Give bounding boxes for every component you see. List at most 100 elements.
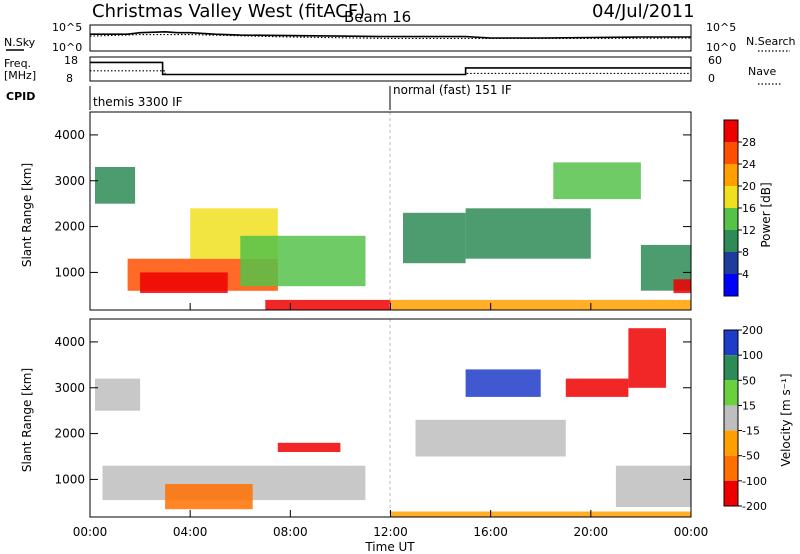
y-tick-label-2: 3000 xyxy=(54,381,85,395)
nsearch-tick-high: 10^5 xyxy=(706,21,736,34)
velocity-colorbar-tick-label-2: 50 xyxy=(742,374,756,387)
power-colorbar-tick-label-2: 12 xyxy=(742,224,756,237)
y-tick-label-0: 1000 xyxy=(54,472,85,486)
power-colorbar: 4 8 12 16 20 24 28 xyxy=(723,119,756,297)
velocity-colorbar-swatch-0 xyxy=(724,330,738,356)
power-colorbar-tick-label-4: 20 xyxy=(742,180,756,193)
x-tick-label-1: 04:00 xyxy=(173,525,208,539)
velocity-data-layer xyxy=(95,328,691,517)
power-colorbar-tick-label-6: 28 xyxy=(742,136,756,149)
freq-tick-high: 18 xyxy=(64,54,78,67)
velocity-colorbar-tick-label-6: -100 xyxy=(742,475,767,488)
x-tick-label-5: 20:00 xyxy=(574,525,609,539)
y-tick-label-0: 1000 xyxy=(54,265,85,279)
scatter-region-8 xyxy=(628,328,666,388)
freq-tick-low: 8 xyxy=(66,72,73,85)
scatter-region-9 xyxy=(553,162,641,200)
power-colorbar-swatch-6 xyxy=(724,142,738,164)
velocity-colorbar-swatch-6 xyxy=(724,480,738,506)
x-tick-label-6: 00:00 xyxy=(674,525,709,539)
x-tick-label-4: 16:00 xyxy=(473,525,508,539)
power-colorbar-tick-label-0: 4 xyxy=(742,268,749,281)
scatter-region-6 xyxy=(465,369,541,397)
series-line-nsearch xyxy=(89,34,692,40)
scatter-region-7 xyxy=(403,212,466,264)
station-title: Christmas Valley West (fitACF) xyxy=(92,1,365,22)
power-colorbar-swatch-4 xyxy=(724,186,738,208)
scatter-region-0 xyxy=(95,378,141,411)
scatter-region-9 xyxy=(615,465,691,507)
y-tick-label-1: 2000 xyxy=(54,427,85,441)
power-data-layer xyxy=(95,162,691,310)
nsky-label: N.Sky xyxy=(4,36,36,49)
time-axis-label: Time UT xyxy=(364,540,415,554)
x-tick-label-0: 00:00 xyxy=(73,525,108,539)
velocity-colorbar-label: Velocity [m s⁻¹] xyxy=(779,373,793,466)
scatter-region-5 xyxy=(265,299,391,310)
velocity-colorbar-swatch-3 xyxy=(724,405,738,431)
scatter-region-2 xyxy=(165,484,253,510)
series-line-freq xyxy=(90,61,691,76)
power-colorbar-swatch-3 xyxy=(724,208,738,230)
y-tick-label-3: 4000 xyxy=(54,128,85,142)
scatter-region-0 xyxy=(95,167,136,204)
scatter-region-8 xyxy=(465,208,591,259)
velocity-colorbar-tick-label-3: 15 xyxy=(742,399,756,412)
velocity-axes: 1000 2000 3000 4000 xyxy=(54,335,691,486)
nsky-tick-high: 10^5 xyxy=(52,21,82,34)
nave-tick-high: 60 xyxy=(708,54,722,67)
freq-series-group xyxy=(90,61,691,76)
velocity-colorbar-swatch-2 xyxy=(724,380,738,406)
date-title: 04/Jul/2011 xyxy=(592,1,695,22)
velocity-colorbar-tick-label-5: -50 xyxy=(742,450,760,463)
velocity-colorbar-swatch-4 xyxy=(724,430,738,456)
velocity-colorbar-frame xyxy=(723,329,739,507)
nsky-series-group xyxy=(89,30,692,40)
velocity-colorbar-tick-label-4: -15 xyxy=(742,425,760,438)
nsky-panel-frame xyxy=(89,24,692,52)
nave-label: Nave xyxy=(748,65,776,78)
power-colorbar-swatch-2 xyxy=(724,230,738,252)
power-colorbar-swatch-1 xyxy=(724,252,738,274)
cpid-segment-1: normal (fast) 151 IF xyxy=(393,83,512,97)
scatter-region-5 xyxy=(415,419,566,457)
velocity-colorbar-tick-label-7: -200 xyxy=(742,500,767,513)
freq-unit: [MHz] xyxy=(4,69,36,82)
velocity-colorbar-swatch-1 xyxy=(724,355,738,381)
cpid-segment-0: themis 3300 IF xyxy=(93,95,183,109)
velocity-ylabel: Slant Range [km] xyxy=(20,368,34,472)
nave-tick-low: 0 xyxy=(708,72,715,85)
scatter-region-3 xyxy=(277,442,341,452)
power-colorbar-tick-label-5: 24 xyxy=(742,158,756,171)
power-colorbar-tick-label-3: 16 xyxy=(742,202,756,215)
power-ylabel: Slant Range [km] xyxy=(20,163,34,267)
series-line-nsky xyxy=(90,30,691,39)
power-axes: 1000 2000 3000 4000 xyxy=(54,128,691,279)
scatter-region-11 xyxy=(673,279,691,294)
scatter-region-7 xyxy=(565,378,629,397)
velocity-colorbar-tick-label-0: 200 xyxy=(742,324,763,337)
y-tick-label-2: 3000 xyxy=(54,174,85,188)
power-colorbar-swatch-7 xyxy=(724,120,738,142)
cpid-label: CPID xyxy=(6,90,35,103)
velocity-colorbar: 200 100 50 15 -15 -50 -100 -200 xyxy=(723,324,767,513)
beam-title: Beam 16 xyxy=(344,8,411,26)
scatter-region-4 xyxy=(390,511,691,517)
scatter-region-4 xyxy=(240,235,366,287)
power-colorbar-tick-label-1: 8 xyxy=(742,246,749,259)
velocity-colorbar-tick-label-1: 100 xyxy=(742,349,763,362)
y-tick-label-3: 4000 xyxy=(54,335,85,349)
y-tick-label-1: 2000 xyxy=(54,220,85,234)
power-colorbar-swatch-5 xyxy=(724,164,738,186)
freq-panel-frame xyxy=(89,56,692,82)
nsearch-label: N.Search xyxy=(746,35,796,48)
scatter-region-2 xyxy=(140,272,228,293)
power-colorbar-label: Power [dB] xyxy=(759,182,773,247)
nsky-tick-low: 10^0 xyxy=(52,41,82,54)
power-colorbar-swatch-0 xyxy=(724,274,738,296)
x-tick-label-2: 08:00 xyxy=(273,525,308,539)
time-axis-ticks: 00:00 04:00 08:00 12:00 16:00 20:00 00:00 xyxy=(73,303,709,539)
freq-label: Freq. xyxy=(4,57,31,70)
series-line-nave xyxy=(90,70,691,76)
